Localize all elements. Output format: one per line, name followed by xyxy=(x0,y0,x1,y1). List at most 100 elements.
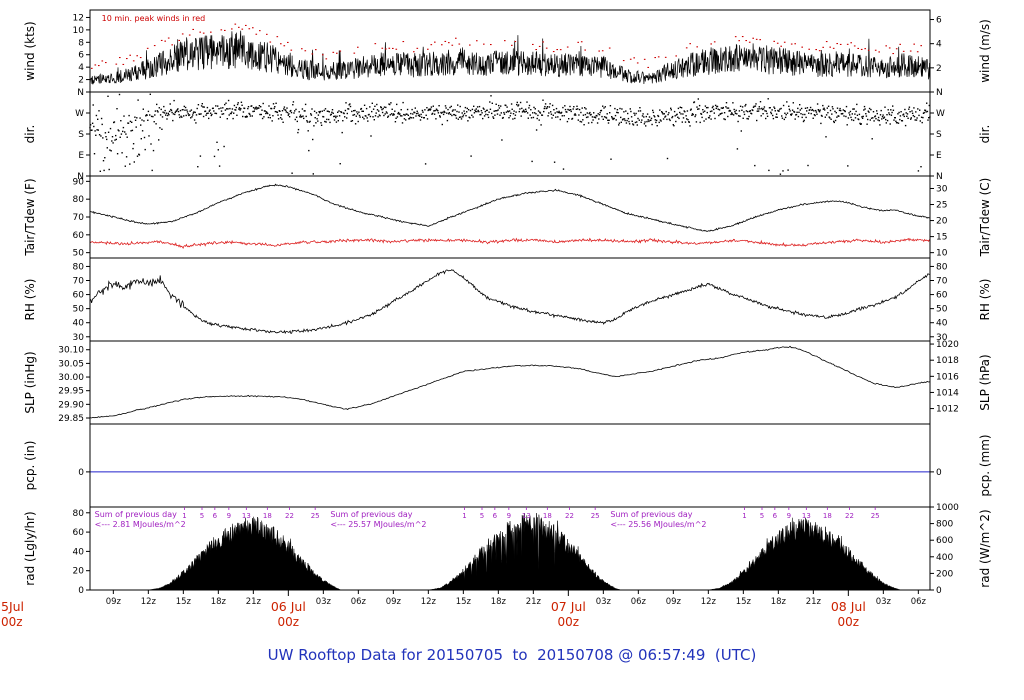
xtick-hour-label: 18z xyxy=(211,597,227,607)
xtick-day-label: 07 Jul xyxy=(551,599,586,614)
ytick-right-rad: 200 xyxy=(936,569,953,579)
axis-label-left-rh: RH (%) xyxy=(23,279,37,321)
ytick-right-dir: S xyxy=(936,130,942,140)
xtick-hour-label: 09z xyxy=(666,597,682,607)
rad-cum-mark: 5 xyxy=(760,512,764,520)
panel-border-pcp xyxy=(89,423,931,508)
xtick-day-sub: 00z xyxy=(278,615,300,629)
xtick-day-label: 08 Jul xyxy=(831,599,866,614)
ytick-left-rad: 60 xyxy=(73,528,85,538)
ytick-right-rh: 60 xyxy=(936,291,948,301)
rad-sum-note-value-2: <--- 25.56 MJoules/m^2 xyxy=(610,520,706,529)
ytick-right-pcp: 0 xyxy=(936,468,942,478)
xtick-hour-label: 06z xyxy=(351,597,367,607)
xtick-hour-label: 15z xyxy=(456,597,472,607)
ytick-left-slp: 29.90 xyxy=(58,400,84,410)
panel-slp: 29.85 29.90 29.95 30.00 30.05 30.10 1012 1014 10… xyxy=(23,340,992,425)
ytick-right-temp: 15 xyxy=(936,233,947,243)
panel-wind: 2 4 6 8 10 12 2 4 6 wind (kts) wind (m/s) 10 min. p… xyxy=(23,9,992,93)
xtick-hour-label: 03z xyxy=(316,597,332,607)
rad-cum-mark: 9 xyxy=(227,512,231,520)
ytick-left-dir: N xyxy=(77,88,84,98)
rad-cum-mark: 9 xyxy=(787,512,791,520)
rad-cum-mark: 13 xyxy=(522,512,531,520)
peak-winds-note: 10 min. peak winds in red xyxy=(102,14,206,23)
rad-cum-mark: 25 xyxy=(311,512,320,520)
ytick-right-slp: 1012 xyxy=(936,405,959,415)
ytick-left-rh: 60 xyxy=(73,291,85,301)
ytick-left-temp: 70 xyxy=(73,213,85,223)
ytick-right-slp: 1014 xyxy=(936,388,959,398)
ytick-left-wind: 10 xyxy=(73,26,85,36)
rad-cum-mark: 6 xyxy=(773,512,778,520)
rad-cum-mark: 25 xyxy=(591,512,600,520)
xtick-hour-label: 06z xyxy=(631,597,647,607)
rad-cum-mark: 1 xyxy=(182,512,186,520)
ytick-left-dir: E xyxy=(78,151,84,161)
ytick-right-temp: 30 xyxy=(936,184,948,194)
ytick-left-slp: 29.95 xyxy=(58,387,84,397)
ytick-left-rh: 50 xyxy=(73,305,85,315)
panel-rh: 30 40 50 60 70 80 30 40 50 60 70 80 RH (%) RH (%) xyxy=(23,257,992,343)
panel-pcp: 0 0 pcp. (in) pcp. (mm) xyxy=(23,423,992,508)
rad-cum-mark: 9 xyxy=(507,512,511,520)
xtick-day-label: 06 Jul xyxy=(271,599,306,614)
xtick-hour-label: 12z xyxy=(701,597,717,607)
ytick-right-temp: 10 xyxy=(936,249,948,259)
ytick-left-temp: 50 xyxy=(73,249,85,259)
ytick-right-slp: 1020 xyxy=(936,340,959,350)
ytick-right-rh: 50 xyxy=(936,305,948,315)
ytick-right-slp: 1016 xyxy=(936,372,959,382)
ytick-right-temp: 25 xyxy=(936,201,947,211)
rad-cum-mark: 1 xyxy=(462,512,466,520)
rad-cum-mark: 18 xyxy=(823,512,832,520)
rad-cum-mark: 5 xyxy=(480,512,484,520)
ytick-left-rh: 40 xyxy=(73,319,85,329)
xtick-hour-label: 15z xyxy=(176,597,192,607)
rad-cum-mark: 22 xyxy=(565,512,574,520)
rad-cum-mark: 6 xyxy=(493,512,498,520)
panel-temp: 50 60 70 80 90 10 15 20 25 30 Tair/Tdew (F) Tair/Td… xyxy=(23,175,992,259)
rad-cum-mark: 5 xyxy=(200,512,204,520)
xtick-hour-label: 12z xyxy=(421,597,437,607)
rad-cum-mark: 22 xyxy=(285,512,294,520)
xtick-hour-label: 21z xyxy=(246,597,262,607)
ytick-right-rh: 80 xyxy=(936,262,948,272)
xtick-hour-label: 15z xyxy=(736,597,752,607)
ytick-left-wind: 4 xyxy=(78,63,84,73)
ytick-right-temp: 20 xyxy=(936,217,948,227)
panel-border-rad xyxy=(89,506,931,591)
rad-sum-note-value-0: <--- 2.81 MJoules/m^2 xyxy=(95,520,186,529)
xtick-hour-label: 18z xyxy=(491,597,507,607)
panel-border-slp xyxy=(89,340,931,425)
panel-border-rh xyxy=(89,257,931,342)
ytick-right-rad: 400 xyxy=(936,553,953,563)
axis-label-right-rh: RH (%) xyxy=(978,279,992,321)
ytick-right-wind: 6 xyxy=(936,16,942,26)
axis-label-right-wind: wind (m/s) xyxy=(978,19,992,83)
xtick-day-sub: 00z xyxy=(558,615,580,629)
ytick-right-dir: E xyxy=(936,151,942,161)
ytick-left-dir: S xyxy=(78,130,84,140)
xtick-hour-label: 21z xyxy=(806,597,822,607)
ytick-left-rh: 80 xyxy=(73,262,85,272)
ytick-left-rh: 70 xyxy=(73,277,85,287)
ytick-left-wind: 2 xyxy=(78,76,84,86)
ytick-right-rad: 600 xyxy=(936,536,953,546)
axis-label-right-temp: Tair/Tdew (C) xyxy=(978,178,992,258)
axis-label-left-wind: wind (kts) xyxy=(23,21,37,80)
xtick-hour-label: 09z xyxy=(106,597,122,607)
ytick-right-rad: 800 xyxy=(936,520,953,530)
xtick-hour-label: 03z xyxy=(596,597,612,607)
ytick-right-dir: W xyxy=(936,109,945,119)
axis-label-right-rad: rad (W/m^2) xyxy=(978,509,992,587)
xtick-edge-day-sub: 00z xyxy=(1,615,23,629)
ytick-left-rad: 40 xyxy=(73,547,85,557)
ytick-left-dir: N xyxy=(77,172,84,182)
ytick-right-wind: 4 xyxy=(936,40,942,50)
ytick-right-rad: 1000 xyxy=(936,503,959,513)
